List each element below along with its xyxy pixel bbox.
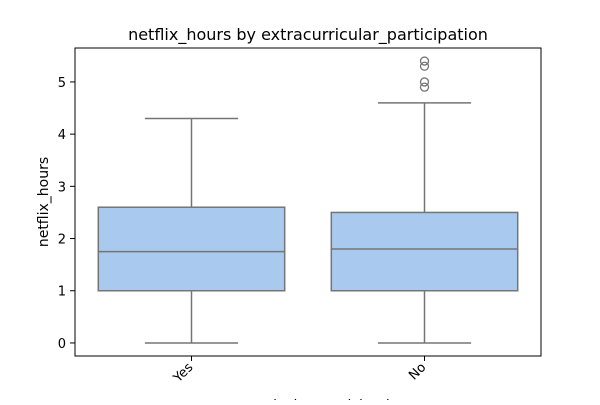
outlier-point (419, 61, 430, 71)
plot-frame (74, 47, 542, 357)
outlier-point (419, 77, 430, 87)
plot-area (97, 56, 519, 344)
y-tick-label: 2 (58, 233, 66, 248)
y-tick-label: 4 (58, 128, 66, 143)
outlier-point (419, 56, 430, 66)
y-axis-ticks: 0 1 2 3 4 5 (58, 76, 75, 352)
y-tick-label: 0 (58, 337, 66, 352)
outlier-point (419, 82, 430, 92)
y-tick-label: 5 (58, 76, 66, 91)
iqr-box (97, 206, 286, 292)
chart-title: netflix_hours by extracurricular_partici… (128, 25, 488, 45)
y-tick-label: 1 (58, 285, 66, 300)
iqr-box (330, 211, 519, 292)
box-group-yes (97, 117, 286, 344)
x-axis-ticks: Yes No (170, 356, 429, 386)
x-tick-label: Yes (170, 360, 196, 386)
box-group-no (330, 56, 519, 344)
x-tick-label: No (406, 360, 429, 383)
y-axis-label: netflix_hours (36, 157, 52, 247)
y-tick-label: 3 (58, 180, 66, 195)
